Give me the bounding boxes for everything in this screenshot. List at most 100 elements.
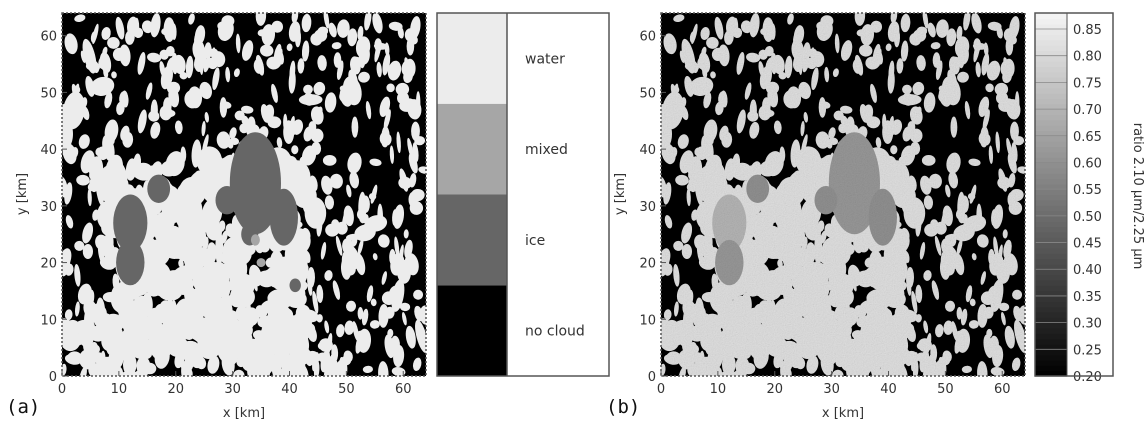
cloud-blob [159,61,166,78]
x-tick-label: 40 [880,382,897,397]
cloud-blob [252,330,266,340]
colorbar-swatch-no-cloud [437,285,507,376]
cloud-blob [900,145,916,166]
y-tick-label: 60 [40,30,57,45]
colorbar-label: ice [525,233,545,249]
cloud-blob [887,69,895,94]
colorbar-step [1035,109,1067,116]
cloud-blob [145,82,153,100]
cloud-blob [179,71,188,80]
cloud-blob [246,350,259,369]
cloud-blob [365,100,372,120]
cloud-blob [902,84,912,95]
cloud-phase-features-a [113,132,301,293]
cloud-blob [365,215,388,232]
cloud-blob [714,16,724,40]
cloud-blob [74,301,80,317]
colorbar-step [1035,18,1067,25]
y-tick-label: 0 [49,370,57,385]
ice-cloud-region [828,132,881,235]
cloud-blob [1011,357,1021,372]
cloud-blob [241,40,254,61]
cloud-blob [695,297,705,321]
cloud-blob [404,28,416,42]
cloud-blob [104,91,113,109]
cloud-blob [664,215,673,229]
cloud-blob [876,325,885,338]
cloud-blob [782,243,804,274]
cloud-blob [207,355,220,374]
x-tick-label: 0 [58,382,66,397]
cloud-blob [127,16,138,36]
colorbar-step [1035,114,1067,121]
cloud-blob [919,242,926,260]
colorbar-tick-label: 0.40 [1073,263,1102,278]
colorbar-label: mixed [525,142,568,158]
cloud-blob [715,101,724,116]
ice-cloud-region [712,194,747,252]
cloud-blob [924,223,939,237]
cloud-blob [890,145,898,155]
y-tick-label: 10 [40,313,57,328]
cloud-blob [85,75,95,97]
colorbar-step [1035,194,1067,201]
cloud-blob [996,26,1003,39]
colorbar-step [1035,29,1067,35]
cloud-blob [313,81,326,96]
y-tick-label: 20 [639,257,656,272]
cloud-blob [394,236,400,257]
cloud-blob [969,184,977,204]
cloud-blob [268,305,285,319]
colorbar-tick-label: 0.85 [1073,23,1102,38]
cloud-blob [291,145,299,155]
cloud-blob [711,47,725,61]
cloud-blob [301,13,312,33]
cloud-blob [289,261,309,274]
cloud-blob [173,54,186,75]
cloud-blob [143,251,162,268]
cloud-blob [943,320,954,335]
cloud-blob [329,173,343,189]
cloud-blob [985,83,994,93]
colorbar-step [1035,205,1067,212]
y-axis-a: 0 10 20 30 40 50 60 [40,30,67,385]
y-tick-label: 40 [40,143,57,158]
ice-cloud-region [814,186,838,215]
cloud-blob [856,315,872,328]
cloud-blob [907,121,916,133]
cloud-blob [174,305,182,318]
cloud-blob [935,324,944,338]
colorbar-step [1035,183,1067,190]
cloud-blob [179,340,198,350]
cloud-blob [147,52,162,63]
cloud-blob [392,209,398,226]
colorbar-swatch-ice [437,194,507,286]
cloud-blob [126,351,136,367]
cloud-blob [111,71,117,79]
cloud-blob [195,356,207,370]
cloud-blob [820,15,834,28]
cloud-blob [269,354,280,372]
cloud-blob [346,245,360,270]
cloud-blob [116,101,125,116]
cloud-blob [694,147,703,157]
cloud-blob [221,230,228,244]
cloud-blob [218,309,236,322]
cloud-blob [756,211,769,224]
cloud-blob [718,91,726,105]
cloud-blob [184,352,194,372]
cloud-blob [986,328,993,338]
cloud-blob [988,145,994,164]
x-tick-label: 0 [657,382,665,397]
panel-label-b: (b) [606,396,640,418]
cloud-blob [915,284,923,303]
cloud-blob [115,16,125,40]
cloud-blob [870,83,877,103]
cloud-blob [710,159,727,187]
cloud-blob [99,181,118,203]
cloud-blob [64,182,73,205]
colorbar-step [1035,45,1067,51]
colorbar-tick-label: 0.50 [1073,210,1102,225]
cloud-blob [698,52,711,74]
cloud-blob [227,140,234,149]
